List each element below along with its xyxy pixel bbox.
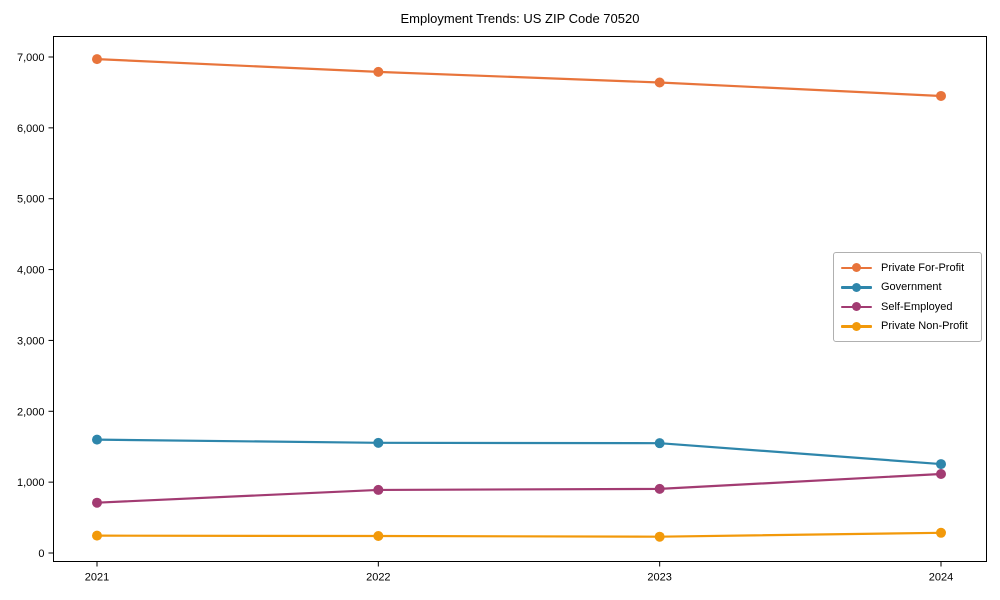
- data-point-government-2023: [654, 438, 665, 449]
- data-point-government-2021: [92, 434, 102, 445]
- series-line-private-for-profit: [95, 58, 943, 98]
- legend-label: Private Non-Profit: [881, 320, 968, 333]
- y-tick-label: 3,000: [17, 335, 45, 347]
- series-line-private-non-profit: [95, 531, 943, 538]
- legend-item-private-non-profit: Private Non-Profit: [841, 317, 975, 337]
- data-point-private-non-profit-2022: [373, 530, 384, 541]
- legend-marker-private-non-profit: [841, 321, 872, 332]
- data-point-self-employed-2021: [92, 497, 102, 508]
- data-point-government-2024: [936, 459, 946, 470]
- legend-marker-self-employed: [841, 301, 872, 312]
- data-point-self-employed-2022: [373, 484, 384, 495]
- data-point-private-for-profit-2021: [92, 54, 102, 65]
- legend-item-private-for-profit: Private For-Profit: [841, 258, 975, 278]
- legend-label: Private For-Profit: [881, 261, 965, 274]
- y-tick-label: 7,000: [17, 52, 45, 64]
- legend-label: Self-Employed: [881, 300, 953, 313]
- legend-item-self-employed: Self-Employed: [841, 297, 975, 317]
- series-line-self-employed: [95, 472, 943, 504]
- x-tick-label: 2022: [366, 572, 390, 584]
- series-line-government: [95, 438, 943, 466]
- data-point-private-for-profit-2022: [373, 66, 384, 77]
- x-tick-label: 2023: [647, 572, 671, 584]
- y-tick-label: 6,000: [17, 123, 45, 135]
- y-tick-label: 2,000: [17, 406, 45, 418]
- data-point-private-non-profit-2023: [654, 531, 665, 542]
- y-tick-label: 4,000: [17, 265, 45, 277]
- y-tick-label: 5,000: [17, 194, 45, 206]
- plot-frame: [53, 36, 987, 562]
- legend: Private For-Profit Government Self-Emplo…: [833, 252, 982, 342]
- data-point-self-employed-2023: [654, 483, 665, 494]
- data-point-private-non-profit-2021: [92, 530, 102, 541]
- data-point-private-non-profit-2024: [936, 527, 946, 538]
- chart-title: Employment Trends: US ZIP Code 70520: [400, 11, 640, 26]
- data-point-private-for-profit-2023: [654, 77, 665, 88]
- legend-marker-government: [841, 282, 872, 293]
- x-tick-label: 2024: [929, 572, 953, 584]
- legend-marker-private-for-profit: [841, 262, 872, 273]
- y-tick-label: 1,000: [17, 477, 45, 489]
- x-tick-label: 2021: [85, 572, 109, 584]
- y-tick-label: 0: [38, 548, 44, 560]
- legend-item-government: Government: [841, 278, 975, 298]
- legend-label: Government: [881, 281, 942, 294]
- data-point-private-for-profit-2024: [936, 90, 946, 101]
- data-point-government-2022: [373, 437, 384, 448]
- data-point-self-employed-2024: [936, 468, 946, 479]
